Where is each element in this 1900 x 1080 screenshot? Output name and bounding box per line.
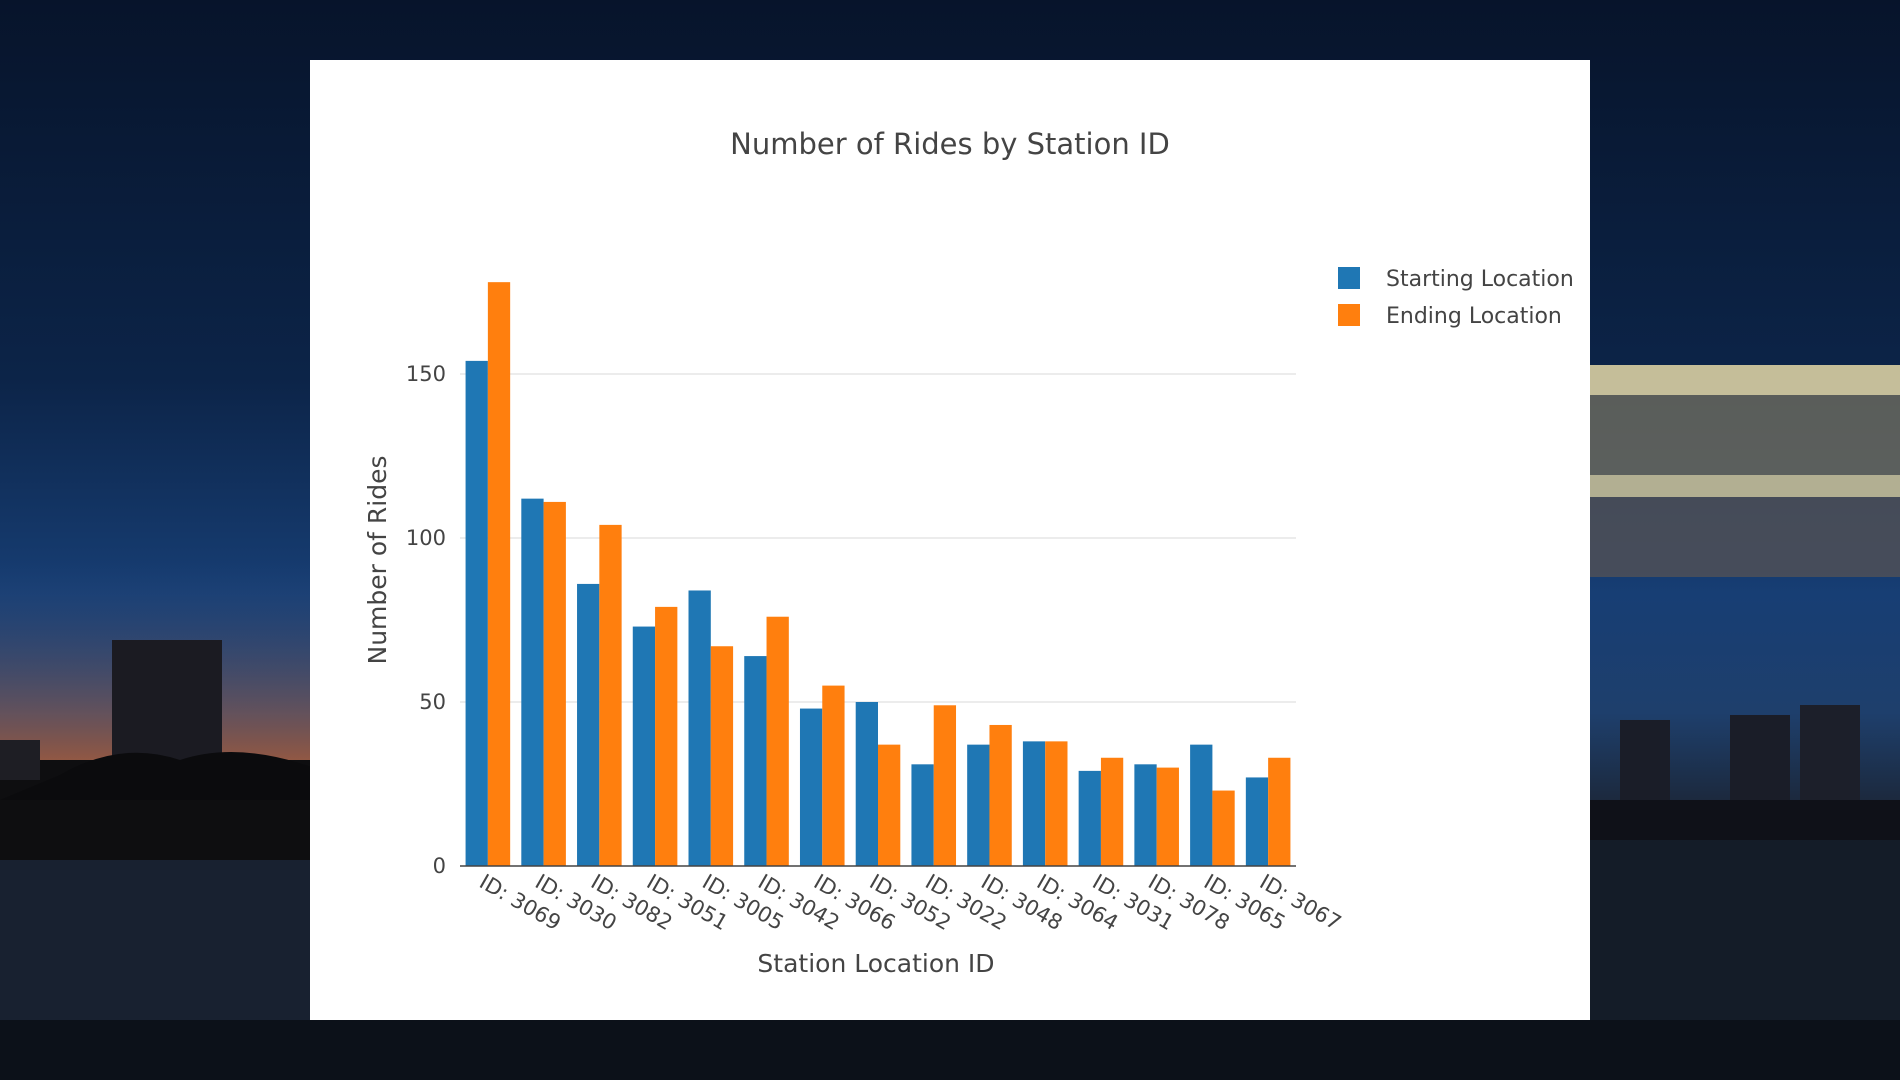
bar-ending-location-id-3052 — [878, 744, 901, 866]
x-axis-title: Station Location ID — [757, 949, 994, 978]
bar-ending-location-id-3031 — [1100, 757, 1124, 866]
bar-starting-location-id-3067 — [1245, 777, 1269, 866]
bar-starting-location-id-3022 — [911, 764, 934, 866]
bar-ending-location-id-3022 — [933, 705, 957, 866]
bar-ending-location-id-3065 — [1212, 790, 1235, 866]
chart-panel: 0 50 100 150 ID: 3069 ID: 3030 ID: 3082 ID: 30… — [310, 60, 1590, 1020]
bar-ending-location-id-3078 — [1156, 767, 1179, 866]
bar-ending-location-id-3067 — [1268, 757, 1291, 866]
bar-ending-location-id-3030 — [543, 501, 566, 866]
bar-starting-location-id-3031 — [1078, 770, 1101, 866]
bar-ending-location-id-3048 — [989, 724, 1012, 866]
bar-starting-location-id-3082 — [577, 583, 600, 866]
bar-starting-location-id-3065 — [1190, 744, 1213, 866]
y-tick-label: 50 — [419, 690, 446, 714]
y-tick-label: 0 — [433, 854, 446, 878]
bar-ending-location-id-3069 — [487, 282, 511, 866]
bar-starting-location-id-3064 — [1022, 741, 1046, 866]
bar-starting-location-id-3078 — [1134, 764, 1157, 866]
legend: Starting Location Ending Location — [1338, 267, 1574, 329]
bar-starting-location-id-3048 — [967, 744, 990, 866]
bar-ending-location-id-3042 — [766, 616, 789, 866]
bar-starting-location-id-3066 — [799, 708, 823, 866]
bar-starting-location-id-3030 — [521, 498, 544, 866]
chart-title: Number of Rides by Station ID — [730, 127, 1170, 161]
legend-label-ending-location: Ending Location — [1386, 304, 1562, 329]
legend-swatch-starting-location — [1338, 267, 1360, 289]
bar-starting-location-id-3069 — [465, 360, 488, 866]
bar-ending-location-id-3066 — [822, 685, 845, 866]
y-tick-label: 150 — [406, 362, 446, 386]
bar-ending-location-id-3082 — [599, 524, 622, 866]
bar-starting-location-id-3005 — [688, 590, 711, 866]
bar-ending-location-id-3064 — [1045, 741, 1068, 866]
legend-label-starting-location: Starting Location — [1386, 267, 1574, 292]
bar-starting-location-id-3052 — [855, 702, 878, 866]
bar-starting-location-id-3051 — [632, 626, 656, 866]
bar-starting-location-id-3042 — [744, 656, 767, 866]
bar-ending-location-id-3005 — [710, 646, 734, 866]
legend-swatch-ending-location — [1338, 304, 1360, 326]
y-axis-title: Number of Rides — [363, 455, 392, 664]
bar-ending-location-id-3051 — [655, 606, 678, 866]
y-tick-label: 100 — [406, 526, 446, 550]
bars — [465, 282, 1291, 866]
y-tick-labels: 0 50 100 150 — [406, 362, 446, 878]
